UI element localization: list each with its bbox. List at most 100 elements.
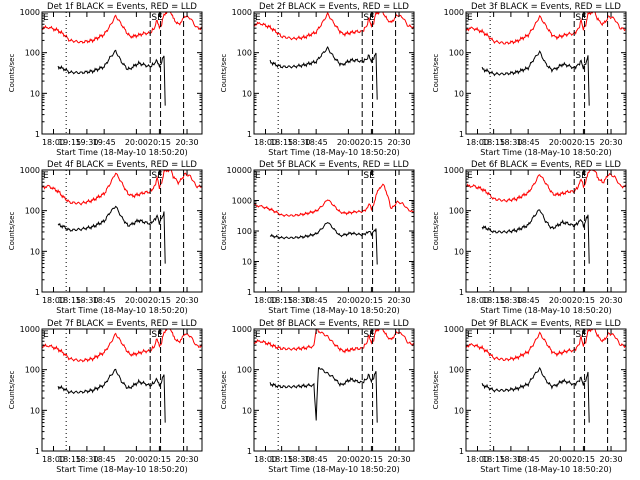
y-tick-label: 1 <box>35 288 40 297</box>
panel-title: Det 6f BLACK = Events, RED = LLD <box>471 160 621 170</box>
y-tick-label: 1000 <box>444 325 464 334</box>
x-tick-label: 18:45 <box>305 138 328 147</box>
events-series <box>269 222 378 265</box>
y-tick-label: 1000 <box>20 325 40 334</box>
x-tick-label: 18:15 <box>482 455 505 464</box>
events-series <box>481 50 590 106</box>
panel-title: Det 7f BLACK = Events, RED = LLD <box>47 319 197 329</box>
x-tick-label: 20:30 <box>600 296 623 305</box>
x-tick-label: 20:15 <box>148 138 171 147</box>
event-marker-e: E <box>369 330 375 340</box>
x-tick-label: 20:15 <box>360 138 383 147</box>
lld-series <box>42 329 202 363</box>
lld-series <box>254 329 414 354</box>
y-tick-label: 100 <box>25 207 40 216</box>
x-tick-label: 20:15 <box>148 296 171 305</box>
y-axis-label: Counts/sec <box>220 371 228 410</box>
event-marker-e: E <box>467 330 473 340</box>
x-tick-label: 18:30 <box>499 455 522 464</box>
event-marker-e: E <box>581 171 587 181</box>
x-tick-label: 20:30 <box>600 455 623 464</box>
x-axis-label: Start Time (18-May-10 18:50:20) <box>56 306 187 315</box>
y-tick-label: 100 <box>25 49 40 58</box>
y-tick-label: 1 <box>35 130 40 139</box>
x-tick-label: 18:45 <box>93 455 116 464</box>
y-tick-label: 100 <box>449 207 464 216</box>
event-marker-s: S <box>151 330 157 340</box>
event-marker-e: E <box>157 330 163 340</box>
y-tick-label: 1000 <box>232 197 252 206</box>
event-marker-s: S <box>151 171 157 181</box>
plot-frame <box>41 328 203 452</box>
event-marker-s: S <box>363 330 369 340</box>
x-tick-label: 18:30 <box>75 296 98 305</box>
y-tick-label: 10 <box>242 406 252 415</box>
y-tick-label: 10 <box>454 406 464 415</box>
y-tick-label: 10000 <box>227 166 252 175</box>
events-series <box>481 366 590 423</box>
x-tick-label: 20:00 <box>337 296 360 305</box>
y-tick-label: 1000 <box>20 166 40 175</box>
x-tick-label: 18:15 <box>482 296 505 305</box>
x-tick-label: 18:00 <box>42 138 65 147</box>
y-tick-label: 10 <box>454 89 464 98</box>
x-axis-label: Start Time (18-May-10 18:50:20) <box>480 148 611 157</box>
x-tick-label: 18:00 <box>254 296 277 305</box>
event-marker-e: E <box>157 171 163 181</box>
y-tick-label: 1 <box>459 288 464 297</box>
y-tick-label: 10 <box>30 89 40 98</box>
event-marker-s: S <box>575 330 581 340</box>
x-tick-label: 20:30 <box>176 455 199 464</box>
lld-series <box>466 12 626 45</box>
x-tick-label: 20:15 <box>572 455 595 464</box>
panel-title: Det 9f BLACK = Events, RED = LLD <box>471 319 621 329</box>
y-tick-label: 10 <box>242 258 252 267</box>
x-tick-label: 18:15 <box>58 455 81 464</box>
x-tick-label: 20:00 <box>337 455 360 464</box>
y-tick-label: 1000 <box>20 8 40 17</box>
events-series <box>269 367 378 423</box>
lld-series <box>42 170 202 206</box>
panel-title: Det 4f BLACK = Events, RED = LLD <box>47 160 197 170</box>
x-tick-label: 18:30 <box>287 138 310 147</box>
event-marker-e: E <box>43 330 49 340</box>
x-tick-label: 18:30 <box>499 138 522 147</box>
y-tick-label: 100 <box>449 49 464 58</box>
x-tick-label: 18:15 <box>270 138 293 147</box>
plot-frame <box>465 11 627 135</box>
panel-title: Det 5f BLACK = Events, RED = LLD <box>259 160 409 170</box>
x-tick-label: 18:00 <box>466 455 489 464</box>
x-axis-label: Start Time (18-May-10 18:50:20) <box>268 465 399 474</box>
x-tick-label: 19:30 <box>75 138 98 147</box>
y-tick-label: 1000 <box>444 8 464 17</box>
x-tick-label: 18:45 <box>93 296 116 305</box>
y-tick-label: 10 <box>454 247 464 256</box>
y-axis-label: Counts/sec <box>220 212 228 251</box>
x-tick-label: 18:15 <box>270 296 293 305</box>
lld-series <box>466 329 626 362</box>
events-series <box>57 49 166 106</box>
events-series <box>57 368 166 423</box>
x-tick-label: 20:00 <box>549 296 572 305</box>
x-tick-label: 20:30 <box>176 296 199 305</box>
event-marker-e: E <box>369 171 375 181</box>
x-tick-label: 20:15 <box>148 455 171 464</box>
lld-series <box>254 183 414 218</box>
y-tick-label: 1 <box>35 447 40 456</box>
x-tick-label: 19:45 <box>93 138 116 147</box>
x-tick-label: 18:30 <box>287 455 310 464</box>
event-marker-e: E <box>467 171 473 181</box>
y-axis-label: Counts/sec <box>432 371 440 410</box>
events-series <box>57 205 166 264</box>
x-tick-label: 18:00 <box>42 296 65 305</box>
x-tick-label: 18:45 <box>517 138 540 147</box>
event-marker-e: E <box>581 13 587 23</box>
event-marker-e: E <box>369 13 375 23</box>
y-axis-label: Counts/sec <box>220 54 228 93</box>
event-marker-e: E <box>255 171 261 181</box>
